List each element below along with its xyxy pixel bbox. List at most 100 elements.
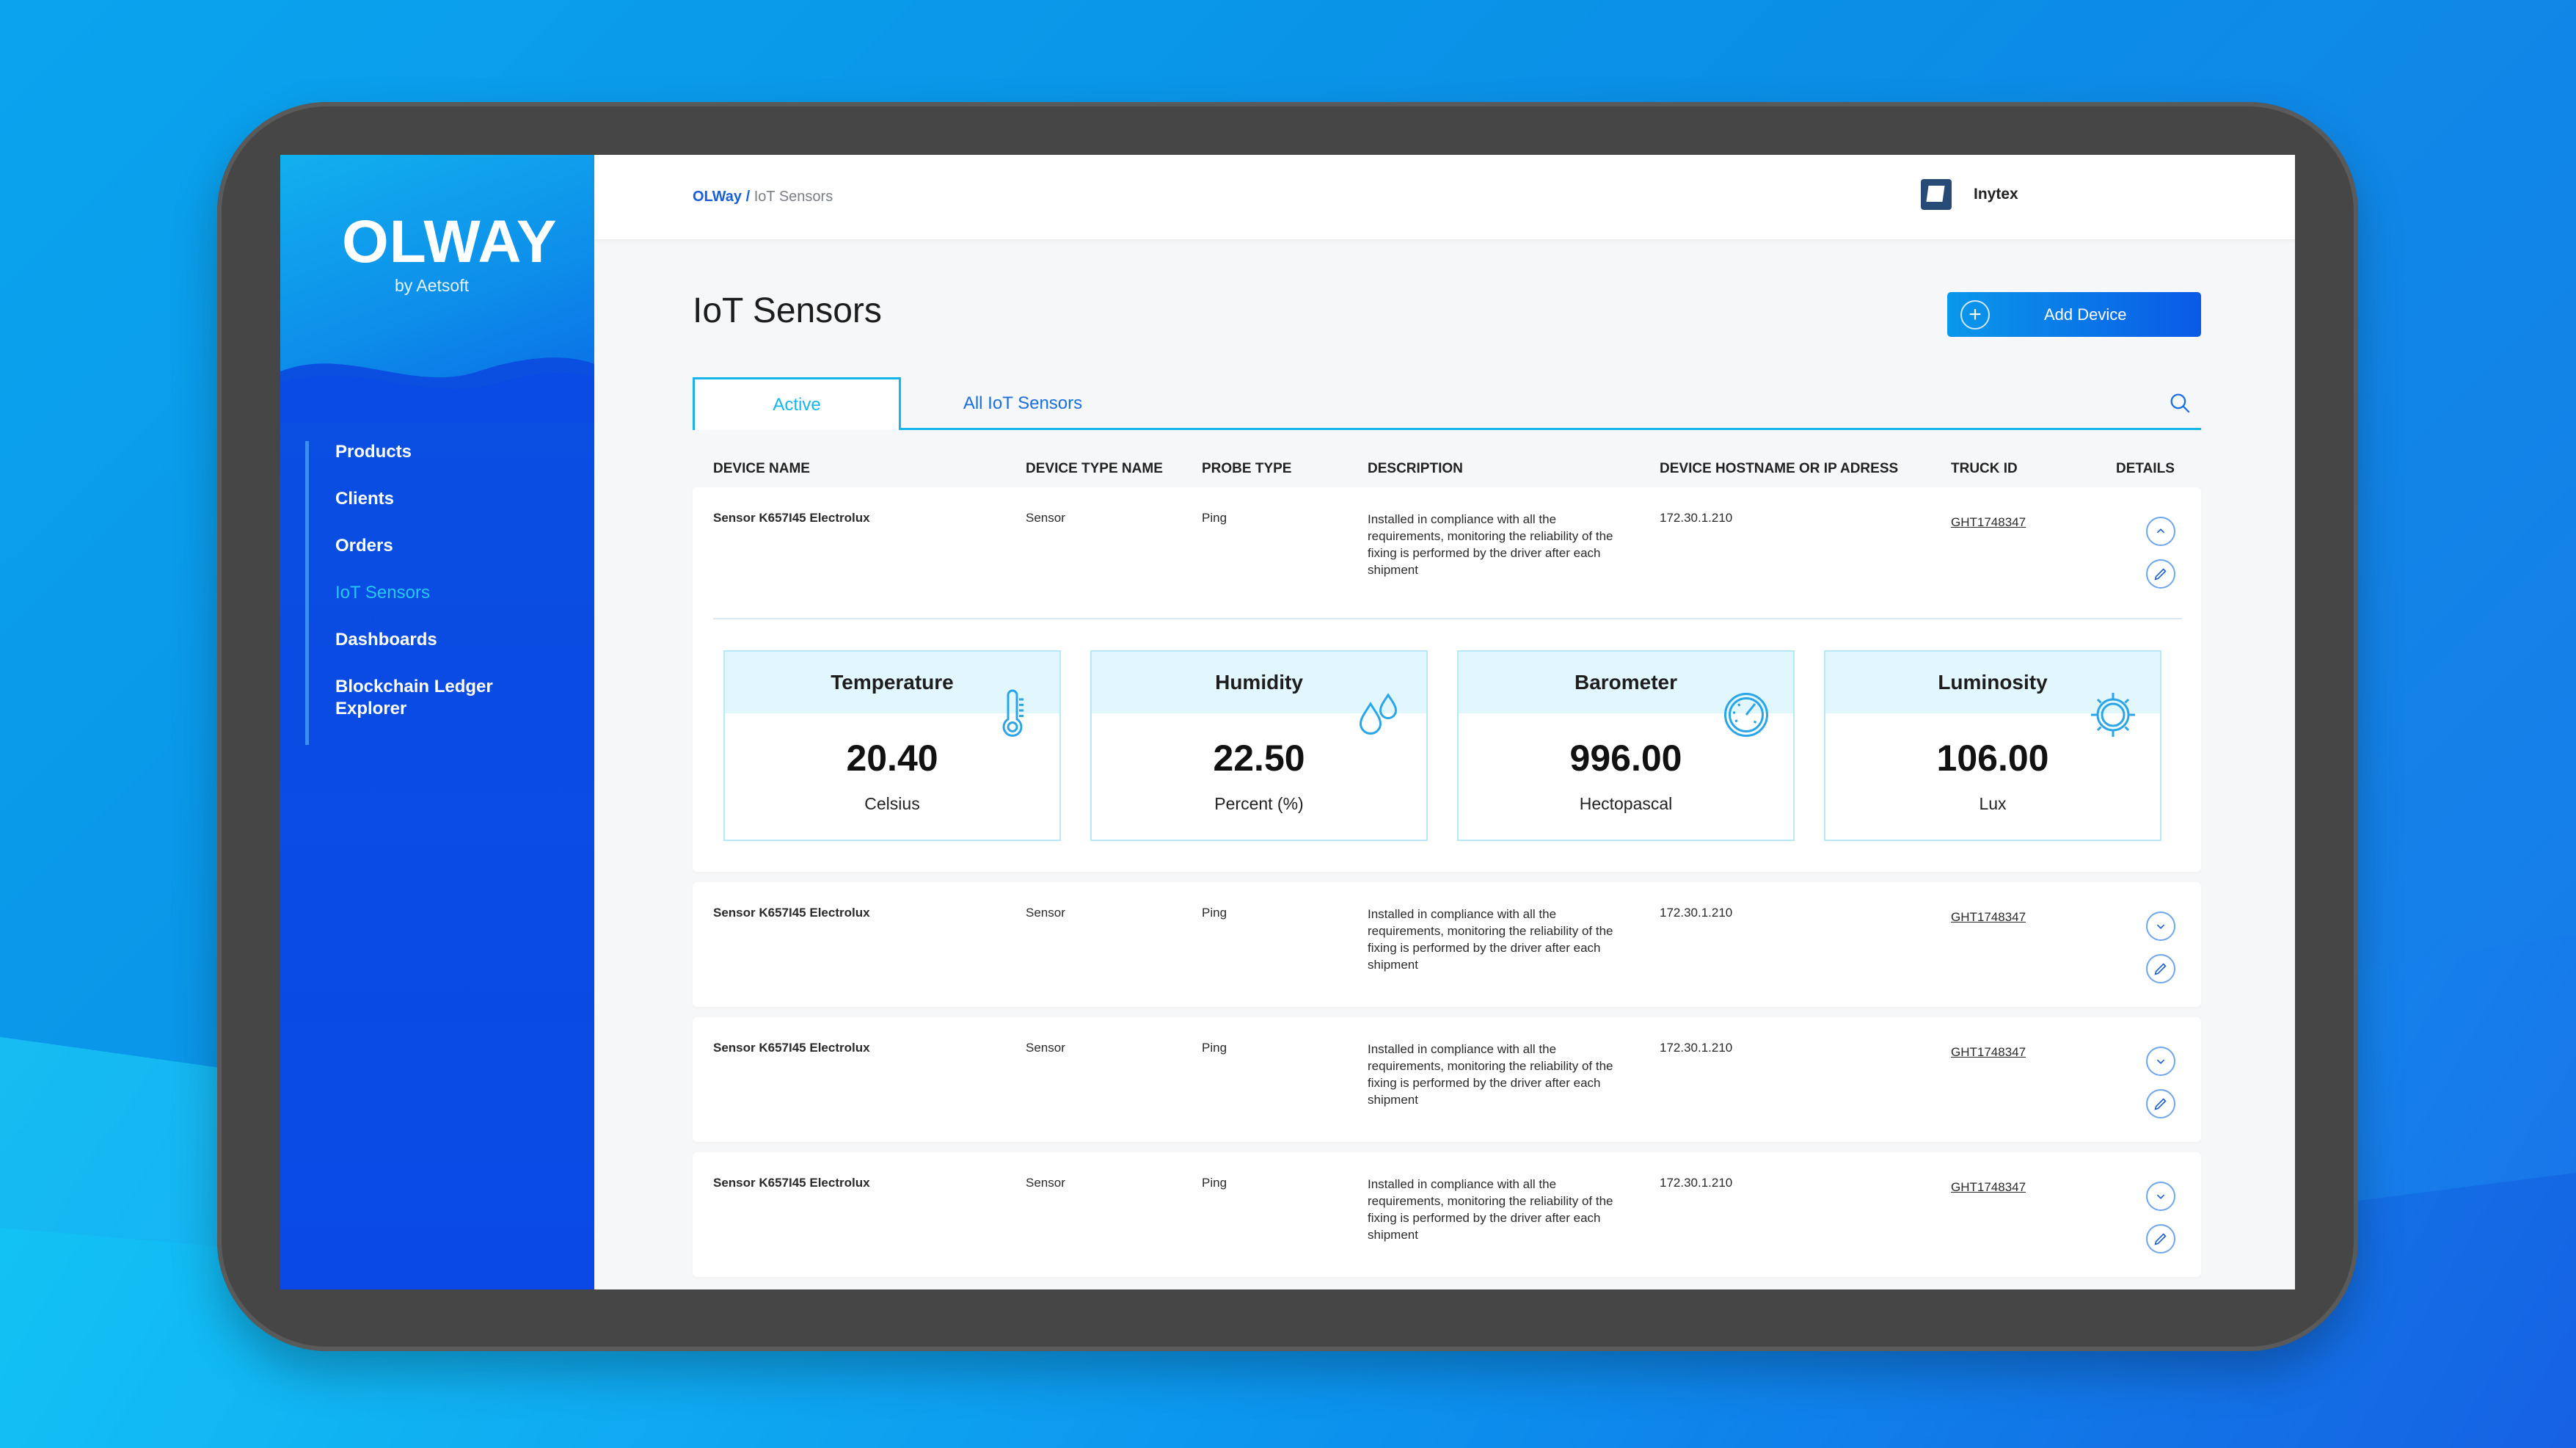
device-name-link[interactable]: Sensor K657I45 Electrolux — [713, 1176, 870, 1190]
sidebar-item-clients[interactable]: Clients — [335, 489, 395, 509]
expand-button[interactable] — [2146, 1047, 2175, 1076]
col-truck-id[interactable]: TRUCK ID — [1951, 461, 2018, 476]
device-hostname: 172.30.1.210 — [1660, 1041, 1733, 1055]
metric-unit: Hectopascal — [1579, 794, 1673, 813]
pencil-icon — [2154, 1098, 2167, 1110]
tab-all-iot-sensors[interactable]: All IoT Sensors — [963, 393, 1083, 413]
table-row: Sensor K657I45 Electrolux Sensor Ping In… — [693, 1017, 2201, 1142]
metric-value: 22.50 — [1213, 738, 1305, 779]
edit-button[interactable] — [2146, 1224, 2175, 1254]
device-description: Installed in compliance with all the req… — [1368, 907, 1613, 972]
metric-card-luminosity: Luminosity 106.00 Lux — [1824, 650, 2161, 841]
app-logo[interactable]: OLWAY — [342, 208, 558, 275]
sidebar-item-dashboards[interactable]: Dashboards — [335, 630, 437, 650]
expand-button[interactable] — [2146, 912, 2175, 941]
sensor-metrics: Temperature 20.40 Celsius Humidity 22.50… — [723, 650, 2161, 841]
device-description: Installed in compliance with all the req… — [1368, 1177, 1613, 1242]
table-row-expanded: Sensor K657I45 Electrolux Sensor Ping In… — [693, 487, 2201, 872]
metric-label: Barometer — [1459, 652, 1793, 713]
col-probe-type[interactable]: PROBE TYPE — [1202, 461, 1292, 476]
add-device-button[interactable]: + Add Device — [1947, 292, 2201, 337]
sidebar-item-iot-sensors[interactable]: IoT Sensors — [335, 583, 430, 603]
chevron-up-icon — [2156, 528, 2165, 534]
app-screen: OLWAY by Aetsoft Products Clients Orders… — [280, 155, 2295, 1289]
table-row-content: Sensor K657I45 Electrolux Sensor Ping In… — [693, 1017, 2201, 1142]
device-type: Sensor — [1026, 1041, 1065, 1055]
pencil-icon — [2154, 568, 2167, 581]
breadcrumb-current: IoT Sensors — [754, 189, 833, 205]
sidebar-item-products[interactable]: Products — [335, 442, 412, 462]
sidebar-brand-area — [280, 155, 594, 390]
sidebar-nav: Products Clients Orders IoT Sensors Dash… — [305, 441, 526, 745]
col-hostname[interactable]: DEVICE HOSTNAME OR IP ADRESS — [1660, 461, 1899, 476]
truck-id-link[interactable]: GHT1748347 — [1951, 515, 2026, 529]
device-name-link[interactable]: Sensor K657I45 Electrolux — [713, 1041, 870, 1055]
device-type: Sensor — [1026, 1176, 1065, 1190]
row-divider — [713, 618, 2182, 619]
device-name-link[interactable]: Sensor K657I45 Electrolux — [713, 906, 870, 920]
expand-button[interactable] — [2146, 1182, 2175, 1211]
edit-button[interactable] — [2146, 954, 2175, 983]
chevron-down-icon — [2156, 1194, 2165, 1199]
device-description: Installed in compliance with all the req… — [1368, 1042, 1613, 1107]
plus-icon: + — [1960, 299, 1990, 330]
truck-id-link[interactable]: GHT1748347 — [1951, 910, 2026, 924]
metric-label: Temperature — [725, 652, 1059, 713]
col-description[interactable]: DESCRIPTION — [1368, 461, 1463, 476]
gauge-icon — [1724, 693, 1768, 737]
company-name: Inytex — [1974, 186, 2018, 203]
thermometer-icon — [1002, 689, 1024, 737]
pencil-icon — [2154, 963, 2167, 975]
device-name-link[interactable]: Sensor K657I45 Electrolux — [713, 511, 870, 525]
truck-id-link[interactable]: GHT1748347 — [1951, 1045, 2026, 1059]
col-details[interactable]: DETAILS — [2116, 461, 2175, 476]
sidebar: OLWAY by Aetsoft Products Clients Orders… — [280, 155, 594, 1289]
table-row: Sensor K657I45 Electrolux Sensor Ping In… — [693, 1152, 2201, 1277]
table-row: Sensor K657I45 Electrolux Sensor Ping In… — [693, 487, 2201, 612]
company-switcher[interactable]: Inytex — [1921, 179, 2018, 210]
metric-card-temperature: Temperature 20.40 Celsius — [723, 650, 1061, 841]
metric-value: 20.40 — [846, 738, 938, 779]
probe-type: Ping — [1202, 1041, 1227, 1055]
page-title: IoT Sensors — [693, 291, 882, 330]
tab-bar: Active All IoT Sensors — [693, 377, 2201, 430]
device-hostname: 172.30.1.210 — [1660, 906, 1733, 920]
device-type: Sensor — [1026, 511, 1065, 525]
breadcrumb-root[interactable]: OLWay / — [693, 189, 751, 205]
truck-id-link[interactable]: GHT1748347 — [1951, 1180, 2026, 1194]
metric-unit: Percent (%) — [1214, 794, 1304, 813]
sidebar-item-orders[interactable]: Orders — [335, 536, 393, 556]
sun-icon — [2091, 693, 2135, 737]
table-header: DEVICE NAME DEVICE TYPE NAME PROBE TYPE … — [693, 451, 2201, 487]
collapse-button[interactable] — [2146, 517, 2175, 546]
device-hostname: 172.30.1.210 — [1660, 511, 1733, 525]
table-row: Sensor K657I45 Electrolux Sensor Ping In… — [693, 882, 2201, 1007]
metric-card-humidity: Humidity 22.50 Percent (%) — [1090, 650, 1428, 841]
droplets-icon — [1359, 693, 1398, 735]
table-body: Sensor K657I45 Electrolux Sensor Ping In… — [693, 487, 2201, 1287]
sidebar-wave — [280, 357, 594, 423]
metric-unit: Celsius — [864, 794, 920, 813]
edit-button[interactable] — [2146, 559, 2175, 589]
device-hostname: 172.30.1.210 — [1660, 1176, 1733, 1190]
metric-value: 106.00 — [1936, 738, 2049, 779]
tab-active[interactable]: Active — [693, 377, 901, 430]
metric-unit: Lux — [1979, 794, 2007, 813]
top-header: OLWay / IoT Sensors Inytex — [594, 155, 2295, 239]
probe-type: Ping — [1202, 1176, 1227, 1190]
sidebar-item-blockchain-ledger-explorer[interactable]: Blockchain Ledger Explorer — [335, 677, 493, 718]
pencil-icon — [2154, 1233, 2167, 1245]
add-device-label: Add Device — [2044, 305, 2127, 324]
chevron-down-icon — [2156, 924, 2165, 929]
col-device-name[interactable]: DEVICE NAME — [713, 461, 810, 476]
metric-card-barometer: Barometer 996.00 Hectopascal — [1457, 650, 1795, 841]
search-icon[interactable] — [2167, 390, 2192, 415]
edit-button[interactable] — [2146, 1089, 2175, 1118]
main-content: IoT Sensors + Add Device Active All IoT … — [594, 239, 2295, 1289]
col-device-type-name[interactable]: DEVICE TYPE NAME — [1026, 461, 1163, 476]
metric-value: 996.00 — [1569, 738, 1682, 779]
device-type: Sensor — [1026, 906, 1065, 920]
probe-type: Ping — [1202, 906, 1227, 920]
breadcrumb: OLWay / IoT Sensors — [693, 189, 833, 205]
company-logo-icon — [1921, 179, 1952, 210]
